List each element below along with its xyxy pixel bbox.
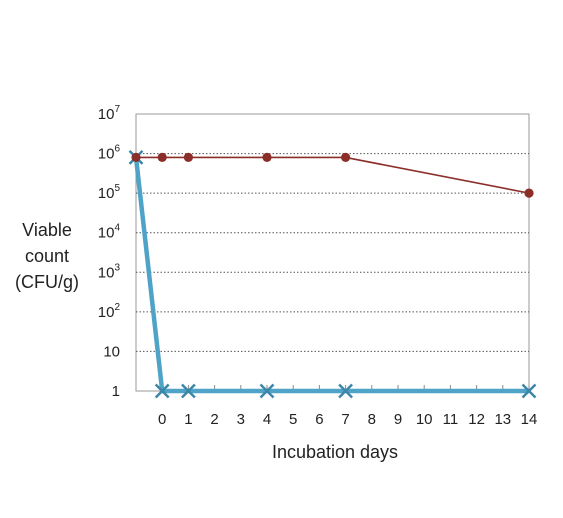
series-layer [128, 150, 537, 399]
x-tick-label: 14 [521, 411, 538, 428]
x-tick-label: 6 [315, 411, 323, 428]
series-line [136, 156, 530, 194]
data-point [524, 188, 534, 198]
x-tick-label: 13 [494, 411, 511, 428]
y-axis-label-line: count [25, 246, 69, 266]
x-axis-label: Incubation days [272, 442, 398, 462]
series-2 [128, 150, 537, 399]
y-tick-label: 1 [112, 383, 120, 400]
data-point-x [521, 383, 537, 399]
data-point-x [181, 383, 196, 399]
x-tick-label: 10 [416, 411, 433, 428]
x-tick-label: 8 [368, 411, 376, 428]
y-tick-label: 10 [103, 343, 120, 360]
x-tick-label: 9 [394, 411, 402, 428]
x-tick-label: 2 [210, 411, 218, 428]
y-tick-label: 103 [98, 262, 121, 281]
data-point-x [338, 383, 353, 399]
x-tick-label: 7 [341, 411, 349, 428]
y-axis-label: Viable count (CFU/g) [15, 220, 79, 292]
y-tick-label: 107 [98, 104, 121, 123]
x-tick-label: 4 [263, 411, 271, 428]
x-tick-label: 0 [158, 411, 166, 428]
y-tick-label: 106 [98, 144, 121, 163]
series-line [133, 157, 529, 394]
y-axis-label-line: (CFU/g) [15, 272, 79, 292]
y-tick-label: 102 [98, 302, 121, 321]
data-point [183, 152, 193, 163]
series-1 [131, 152, 534, 198]
x-tick-label: 1 [184, 411, 192, 428]
data-point-x [259, 383, 275, 399]
y-tick-labels: 1 10 102 103 104 105 106 107 [98, 104, 121, 400]
x-ticks: 0 1 2 3 4 5 6 7 8 9 10 11 12 13 14 [158, 385, 537, 428]
data-point-x [154, 383, 170, 399]
y-tick-label: 105 [98, 183, 121, 202]
x-tick-label: 12 [468, 411, 485, 428]
data-point [341, 152, 351, 163]
x-tick-label: 11 [443, 411, 459, 428]
data-point [131, 152, 141, 163]
x-tick-label: 3 [237, 411, 245, 428]
x-tick-label: 5 [289, 411, 297, 428]
data-point [157, 152, 167, 163]
gridlines [136, 153, 529, 352]
y-tick-label: 104 [98, 223, 121, 242]
plot-area [135, 113, 530, 392]
y-axis-label-line: Viable [22, 220, 72, 240]
data-point [262, 152, 272, 163]
